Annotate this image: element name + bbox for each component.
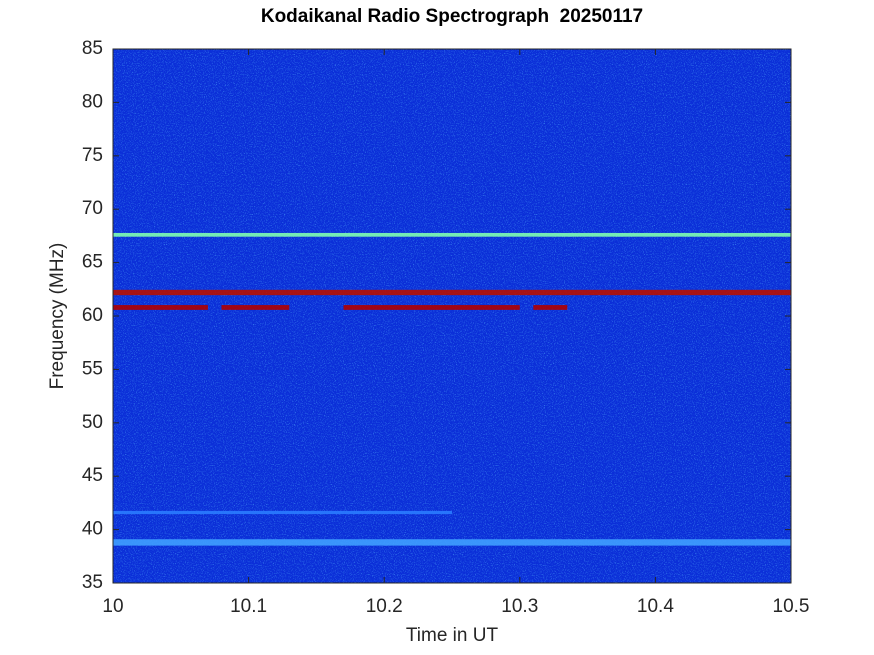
emission-band: [113, 289, 791, 296]
y-tick-label: 85: [82, 38, 103, 59]
x-axis-label: Time in UT: [406, 625, 499, 646]
emission-band: [113, 232, 791, 237]
x-tick-label: 10.1: [230, 596, 267, 617]
x-tick-label: 10: [102, 596, 123, 617]
spectrogram-noise: [113, 49, 791, 583]
y-tick-label: 80: [82, 91, 103, 112]
y-tick-label: 65: [82, 252, 103, 273]
emission-band: [113, 539, 791, 546]
chart-title: Kodaikanal Radio Spectrograph 20250117: [261, 6, 643, 27]
emission-band: [343, 305, 520, 310]
y-tick-label: 45: [82, 465, 103, 486]
y-tick-label: 35: [82, 572, 103, 593]
y-tick-label: 60: [82, 305, 103, 326]
x-tick-label: 10.4: [637, 596, 674, 617]
y-tick-label: 70: [82, 198, 103, 219]
y-tick-label: 40: [82, 519, 103, 540]
x-tick-label: 10.3: [501, 596, 538, 617]
y-tick-label: 75: [82, 145, 103, 166]
y-tick-label: 55: [82, 358, 103, 379]
y-tick-label: 50: [82, 412, 103, 433]
emission-band: [113, 305, 208, 310]
emission-band: [221, 305, 290, 310]
emission-band: [113, 510, 452, 515]
y-axis-label: Frequency (MHz): [47, 243, 68, 390]
x-tick-label: 10.2: [366, 596, 403, 617]
x-tick-label: 10.5: [773, 596, 810, 617]
emission-band: [533, 305, 568, 310]
